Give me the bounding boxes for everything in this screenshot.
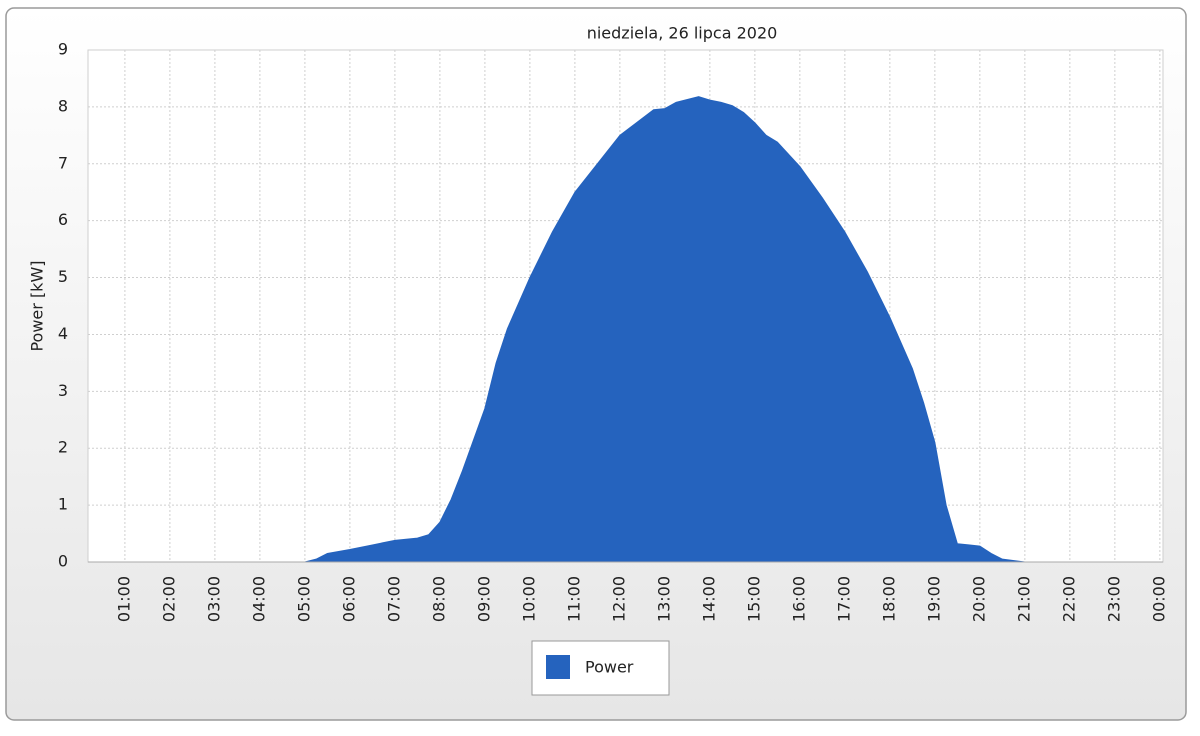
x-tick-label: 11:00: [564, 576, 583, 622]
x-tick-label: 10:00: [519, 576, 538, 622]
x-tick-label: 21:00: [1014, 576, 1033, 622]
x-tick-label: 02:00: [159, 576, 178, 622]
x-tick-label: 18:00: [879, 576, 898, 622]
y-axis-label: Power [kW]: [28, 260, 47, 351]
area: [91, 96, 1160, 563]
x-tick-label: 12:00: [609, 576, 628, 622]
x-tick-label: 03:00: [204, 576, 223, 622]
x-tick-label: 00:00: [1149, 576, 1168, 622]
x-tick-label: 19:00: [924, 576, 943, 622]
x-tick-label: 07:00: [384, 576, 403, 622]
chart-title: niedziela, 26 lipca 2020: [587, 24, 778, 43]
legend-label: Power: [585, 658, 634, 677]
y-tick-label: 3: [58, 381, 68, 400]
x-tick-label: 01:00: [114, 576, 133, 622]
x-tick-label: 15:00: [744, 576, 763, 622]
x-tick-label: 08:00: [429, 576, 448, 622]
legend-swatch: [546, 655, 570, 679]
y-tick-label: 6: [58, 210, 68, 229]
x-tick-label: 04:00: [249, 576, 268, 622]
x-tick-label: 06:00: [339, 576, 358, 622]
x-tick-label: 16:00: [789, 576, 808, 622]
y-tick-label: 4: [58, 324, 68, 343]
x-tick-label: 22:00: [1059, 576, 1078, 622]
x-tick-label: 17:00: [834, 576, 853, 622]
x-tick-label: 13:00: [654, 576, 673, 622]
x-tick-label: 20:00: [969, 576, 988, 622]
y-tick-label: 8: [58, 96, 68, 115]
x-tick-label: 14:00: [699, 576, 718, 622]
x-tick-label: 05:00: [294, 576, 313, 622]
y-tick-label: 9: [58, 40, 68, 59]
y-tick-label: 2: [58, 438, 68, 457]
y-tick-label: 0: [58, 552, 68, 571]
y-tick-label: 5: [58, 267, 68, 286]
x-tick-label: 09:00: [474, 576, 493, 622]
y-tick-label: 7: [58, 153, 68, 172]
x-tick-label: 23:00: [1104, 576, 1123, 622]
y-tick-label: 1: [58, 495, 68, 514]
